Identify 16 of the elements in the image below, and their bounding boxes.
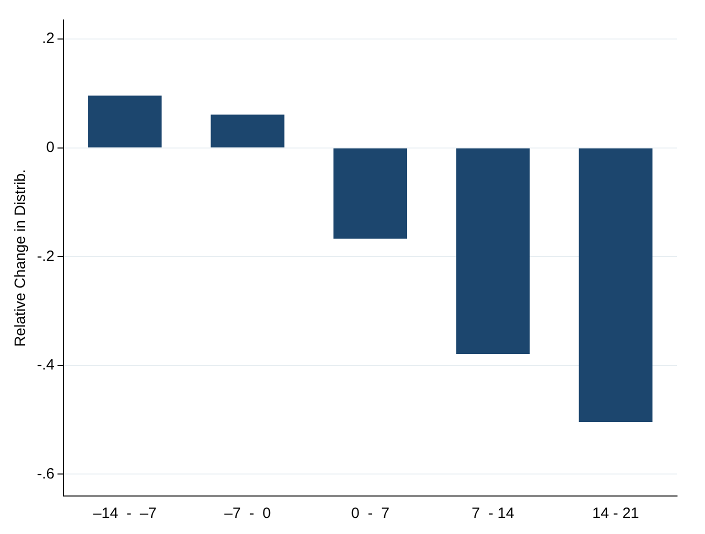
bar xyxy=(333,148,408,239)
bar xyxy=(210,114,284,148)
y-tick-label: -.2 xyxy=(36,248,55,265)
y-tick-label: -.4 xyxy=(36,356,55,374)
x-tick-label: –7 - 0 xyxy=(224,505,271,522)
bar xyxy=(578,148,652,422)
y-tick-label: -.6 xyxy=(36,465,55,482)
x-tick-label: 0 - 7 xyxy=(351,505,390,522)
y-tick-label: .2 xyxy=(42,30,55,48)
x-tick-label: 7 - 14 xyxy=(472,505,514,522)
x-tick-label: –14 - –7 xyxy=(93,505,157,522)
y-tick-label: 0 xyxy=(46,138,55,156)
bar xyxy=(88,96,162,148)
bar xyxy=(456,148,530,354)
x-tick-label: 14 - 21 xyxy=(592,505,639,522)
y-axis-title: Relative Change in Distrib. xyxy=(12,169,30,347)
